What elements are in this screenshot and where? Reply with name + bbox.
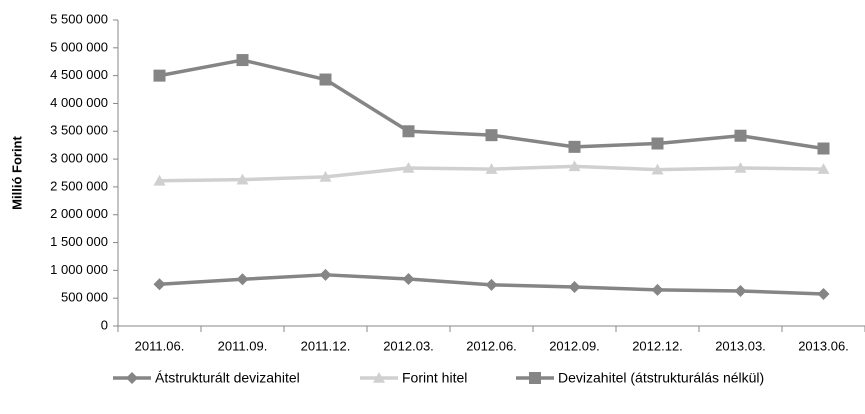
y-tick-label: 4 000 000 [50,95,108,110]
y-tick-label: 5 000 000 [50,39,108,54]
legend-label: Forint hitel [402,370,467,386]
x-tick-label: 2011.09. [218,338,268,353]
marker [651,283,664,296]
marker [734,284,747,297]
y-tick-label: 3 500 000 [50,123,108,138]
y-tick-label: 2 500 000 [50,178,108,193]
marker [236,173,249,185]
marker [485,163,498,174]
marker [153,174,166,186]
marker [817,163,830,174]
marker [568,140,581,153]
legend-label: Átstrukturált devizahitel [155,370,300,386]
marker [485,278,498,291]
x-tick-label: 2013.03. [715,338,766,353]
marker [568,160,581,172]
x-tick-label: 2011.12. [301,338,351,353]
y-tick-label: 0 [101,317,108,332]
marker [126,372,138,384]
x-tick-label: 2012.06. [466,338,517,353]
y-tick-label: 1 000 000 [50,262,108,277]
marker [153,69,166,82]
x-tick-label: 2011.06. [135,338,185,353]
marker [734,161,747,173]
marker [402,272,415,285]
marker [402,161,415,173]
marker [319,73,332,86]
y-tick-label: 1 500 000 [50,234,108,249]
marker [319,170,332,182]
x-tick-label: 2012.09. [549,338,600,353]
y-tick-label: 4 500 000 [50,67,108,82]
marker [153,278,166,291]
marker [817,288,830,301]
y-tick-label: 5 500 000 [50,11,108,26]
marker [817,142,830,155]
y-tick-label: 3 000 000 [50,151,108,166]
x-tick-label: 2013.06. [798,338,849,353]
marker [651,137,664,150]
y-axis-label: Millió Forint [9,136,24,210]
legend-label: Devizahitel (átstrukturálás nélkül) [558,370,764,386]
marker [568,281,581,294]
marker [734,129,747,142]
marker [319,268,332,281]
x-tick-label: 2012.12. [632,338,683,353]
y-tick-label: 500 000 [61,290,108,305]
marker [236,273,249,286]
y-tick-label: 2 000 000 [50,206,108,221]
x-tick-label: 2012.03. [383,338,434,353]
marker [529,372,541,384]
marker [651,163,664,175]
marker [236,54,249,67]
marker [373,372,385,383]
marker [402,125,415,138]
marker [485,129,498,142]
